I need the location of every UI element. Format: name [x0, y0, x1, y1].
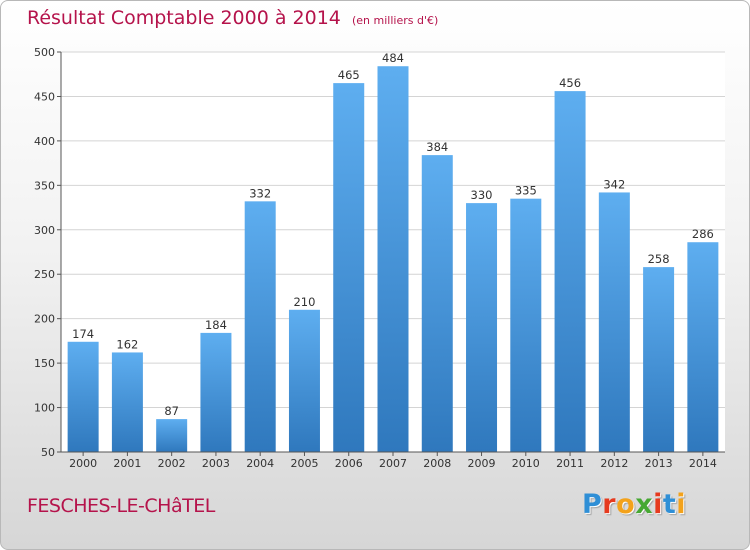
y-tick-label: 200 — [34, 313, 55, 326]
y-tick-label: 100 — [34, 402, 55, 415]
data-label-2011: 456 — [559, 76, 581, 90]
x-tick-label-2009: 2009 — [468, 457, 496, 470]
x-tick-label-2000: 2000 — [69, 457, 97, 470]
logo-letter: t — [662, 489, 677, 520]
y-tick-label: 50 — [41, 446, 55, 459]
x-tick-label-2014: 2014 — [689, 457, 717, 470]
x-tick-label-2002: 2002 — [158, 457, 186, 470]
chart-title: Résultat Comptable 2000 à 2014 — [27, 7, 341, 29]
proxiti-logo: Proxiti — [582, 489, 686, 520]
axes — [57, 51, 725, 456]
x-tick-label-2001: 2001 — [113, 457, 141, 470]
data-label-2002: 87 — [164, 404, 179, 418]
bar-2009 — [466, 203, 498, 452]
data-label-2014: 286 — [692, 227, 714, 241]
data-label-2006: 465 — [338, 68, 360, 82]
title-block: Résultat Comptable 2000 à 2014 (en milli… — [27, 7, 438, 29]
data-label-2007: 484 — [382, 51, 404, 65]
data-label-2004: 332 — [249, 186, 271, 200]
labels: 50 100 150 200 250 300 350 400 450 500 174 2000 162 2… — [34, 46, 717, 470]
bar-2004 — [244, 201, 276, 452]
y-tick-label: 250 — [34, 268, 55, 281]
town-name: FESCHES-LE-CHâTEL — [27, 495, 215, 517]
logo-letter: x — [635, 489, 654, 520]
y-tick-label: 300 — [34, 224, 55, 237]
y-tick-label: 450 — [34, 90, 55, 103]
data-label-2010: 335 — [515, 184, 537, 198]
y-tick-label: 350 — [34, 179, 55, 192]
x-tick-label-2006: 2006 — [335, 457, 363, 470]
bar-2005 — [288, 309, 320, 452]
data-label-2005: 210 — [293, 295, 315, 309]
logo-letter: i — [653, 489, 663, 520]
y-tick-label: 150 — [34, 357, 55, 370]
data-label-2012: 342 — [603, 177, 625, 191]
y-tick-label: 500 — [34, 46, 55, 59]
bar-2010 — [510, 198, 542, 452]
data-label-2001: 162 — [116, 337, 138, 351]
x-tick-label-2004: 2004 — [246, 457, 274, 470]
logo-letter: o — [616, 489, 636, 520]
logo-letter: r — [602, 489, 617, 520]
bar-2014 — [687, 242, 719, 452]
bar-2003 — [200, 332, 232, 452]
x-tick-label-2011: 2011 — [556, 457, 584, 470]
logo-letter: P — [582, 489, 603, 520]
bar-2000 — [67, 341, 99, 452]
x-tick-label-2013: 2013 — [645, 457, 673, 470]
bar-2011 — [554, 91, 586, 452]
bars — [67, 66, 719, 452]
data-label-2013: 258 — [648, 252, 670, 266]
y-tick-label: 400 — [34, 135, 55, 148]
x-tick-label-2003: 2003 — [202, 457, 230, 470]
x-tick-label-2005: 2005 — [290, 457, 318, 470]
data-label-2009: 330 — [471, 188, 493, 202]
bar-2013 — [643, 267, 675, 452]
x-tick-label-2010: 2010 — [512, 457, 540, 470]
x-tick-label-2007: 2007 — [379, 457, 407, 470]
data-label-2008: 384 — [426, 140, 448, 154]
data-label-2003: 184 — [205, 318, 227, 332]
x-tick-label-2008: 2008 — [423, 457, 451, 470]
bar-2012 — [598, 192, 630, 452]
bar-2002 — [156, 419, 188, 452]
chart-subtitle: (en milliers d'€) — [351, 14, 439, 27]
bar-2007 — [377, 66, 409, 452]
data-label-2000: 174 — [72, 327, 94, 341]
bar-2006 — [333, 83, 365, 452]
logo-letter: i — [676, 489, 687, 520]
bar-2001 — [111, 352, 143, 452]
x-tick-label-2012: 2012 — [600, 457, 628, 470]
bar-2008 — [421, 155, 453, 452]
